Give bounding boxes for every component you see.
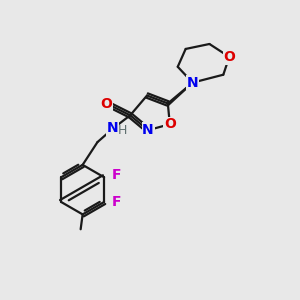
Text: N: N <box>142 123 154 137</box>
Text: F: F <box>112 168 122 182</box>
Text: N: N <box>187 76 198 90</box>
Text: H: H <box>118 124 127 137</box>
Text: O: O <box>223 50 235 64</box>
Text: N: N <box>106 121 118 135</box>
Text: O: O <box>100 98 112 111</box>
Text: F: F <box>112 195 122 209</box>
Text: O: O <box>164 117 176 131</box>
